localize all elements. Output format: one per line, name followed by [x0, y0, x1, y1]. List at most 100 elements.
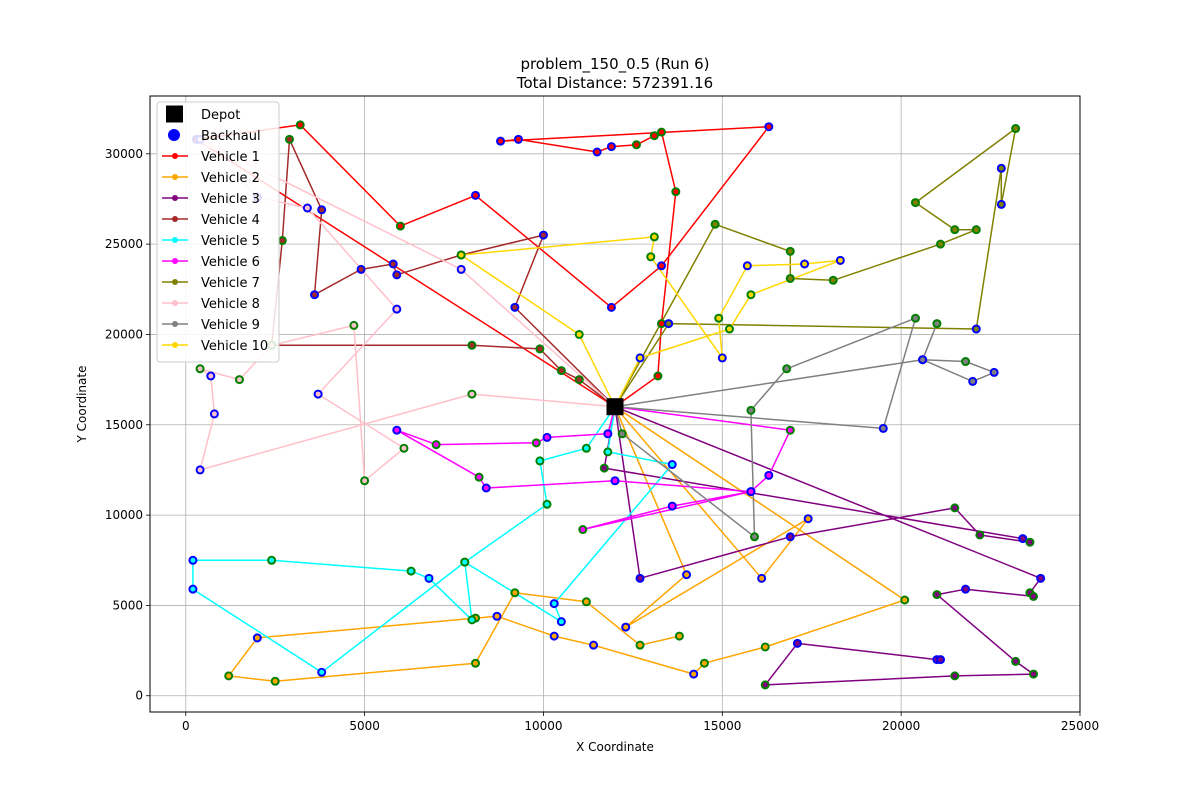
legend-label: Vehicle 9 [201, 318, 260, 333]
vehicle-3-route-point [1031, 671, 1036, 677]
vehicle-6-route-point [483, 485, 489, 491]
y-tick-label: 5000 [112, 598, 143, 612]
vehicle-1-route-point [297, 122, 303, 128]
vehicle-6-route-point [605, 431, 611, 437]
vehicle-3-route-point [1020, 536, 1026, 542]
vehicle-3-route-point [1031, 593, 1036, 599]
grid-lines [150, 96, 1081, 712]
vehicle-1-route-point [473, 192, 478, 198]
vehicle-6-route-point [612, 478, 618, 484]
vehicle-2-route-point [684, 572, 690, 578]
vehicle-7-route-point [973, 326, 979, 332]
y-axis-label: Y Coordinate [75, 366, 89, 444]
vehicle-6-route-point [433, 442, 439, 448]
vehicle-3-route-point [952, 505, 958, 511]
vehicle-1-route-point [659, 263, 664, 269]
vehicle-5-route-point [558, 619, 564, 625]
vehicle-2-route-point [272, 678, 278, 684]
vehicle-1-route-point [659, 129, 664, 135]
vehicle-7-route-point [912, 200, 918, 206]
vehicle-6-route-point [394, 427, 400, 433]
vehicle-9-route-point [880, 425, 886, 431]
vehicle-5-route-point [269, 557, 275, 563]
vehicle-4-route-point [390, 261, 396, 267]
vehicle-2-route-point [691, 671, 697, 677]
vehicle-3-route-point [952, 673, 958, 679]
vehicle-4-route-point [558, 368, 564, 374]
legend-point-swatch [172, 174, 178, 180]
vehicle-10-route-point [458, 252, 464, 258]
legend-label: Vehicle 7 [201, 276, 260, 291]
vehicle-2-route-point [473, 660, 478, 666]
vehicle-8-route-point [315, 391, 321, 397]
vehicle-2-route-point [494, 613, 500, 619]
legend-label: Vehicle 4 [201, 213, 260, 228]
x-tick-label: 0 [182, 719, 190, 733]
vehicle-7-route-point [938, 241, 943, 247]
vehicle-2-route-line [227, 405, 906, 683]
vehicle-5-route-point [408, 568, 414, 574]
x-tick-label: 15000 [703, 719, 741, 733]
vehicle-2-route-point [512, 590, 518, 596]
vehicle-5-route-point [551, 601, 557, 607]
vehicle-10-route-point [802, 261, 808, 267]
legend: Depot Backhaul Vehicle 1 Vehicle 2 Vehicle 3… [156, 101, 280, 363]
vehicle-6-route-point [766, 472, 772, 478]
vehicle-5-route-point [469, 617, 475, 623]
vehicle-10-route-point [651, 234, 657, 240]
vehicle-1-route-point [498, 138, 504, 144]
legend-point-swatch [172, 258, 178, 264]
vehicle-1-route-point [515, 136, 521, 142]
vehicle-5-route-point [190, 557, 196, 563]
legend-label: Backhaul [201, 129, 261, 144]
vehicle-2-route-point [762, 644, 768, 650]
vehicle-1-route-point [608, 144, 614, 150]
chart-title: problem_150_0.5 (Run 6) [520, 55, 709, 74]
vehicle-1-route-point [397, 223, 403, 229]
vehicle-3-route-point [977, 532, 983, 538]
x-tick-label: 5000 [349, 719, 380, 733]
vehicle-6-route-point [533, 440, 539, 446]
vehicle-3-route-point [1027, 539, 1033, 545]
legend-label: Vehicle 1 [201, 150, 260, 165]
vehicle-4-route-point [287, 136, 292, 142]
vehicle-8-route-point [362, 478, 368, 484]
vehicle-9-route-point [619, 431, 625, 437]
vehicle-3-route-point [1038, 575, 1044, 581]
y-tick-label: 10000 [105, 508, 143, 522]
vehicle-2-route-point [226, 673, 232, 679]
vehicle-2-route-point [623, 624, 629, 630]
plot-frame [149, 95, 1081, 713]
vehicle-1-route-point [608, 304, 614, 310]
vehicle-2-route-point [583, 599, 589, 605]
legend-point-swatch [172, 321, 178, 327]
vehicle-10-route-point [837, 257, 843, 263]
legend-point-swatch [172, 153, 178, 159]
vehicle-4-route-point [358, 266, 364, 272]
vehicle-8-route-point [197, 366, 203, 372]
vehicle-9-route-point [912, 315, 918, 321]
vehicle-9-route-point [752, 534, 757, 540]
vehicle-4-route-point [576, 377, 582, 383]
vehicle-10-route-point [637, 355, 643, 361]
legend-depot-marker [166, 105, 183, 123]
vehicle-4-route-point [512, 304, 518, 310]
vehicle-7-route-point [952, 227, 958, 233]
vehicle-10-route-point [576, 331, 582, 337]
vehicle-9-route-point [784, 366, 790, 372]
vehicle-2-route-point [759, 575, 765, 581]
vehicle-9-route-point [963, 359, 969, 365]
vehicle-9-route-point [934, 321, 940, 327]
vehicle-10-route-point [648, 254, 654, 260]
vehicle-6-route-line [396, 405, 792, 531]
vehicle-4-route-point [319, 207, 325, 213]
vehicle-6-route-point [669, 503, 675, 509]
y-tick-label: 15000 [105, 418, 143, 432]
legend-backhaul-marker [168, 129, 180, 141]
legend-label: Depot [201, 108, 240, 123]
vehicle-2-route-point [902, 597, 908, 603]
vehicle-7-route-point [787, 275, 793, 281]
vehicle-4-route-point [540, 232, 546, 238]
vehicle-8-route-point [401, 445, 407, 451]
vehicle-1-route-point [655, 373, 661, 379]
